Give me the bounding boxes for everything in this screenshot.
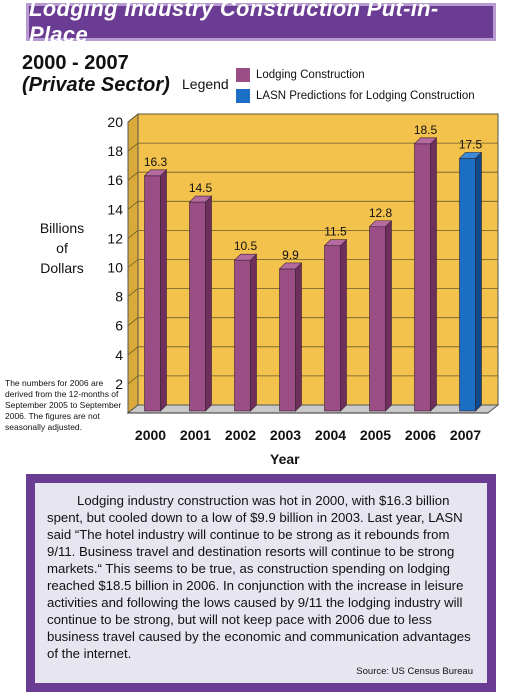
y-tick-label: 14 bbox=[107, 201, 123, 217]
x-tick-label: 2006 bbox=[405, 427, 436, 443]
y-tick-label: 2 bbox=[115, 376, 123, 392]
title-banner: Lodging Industry Construction Put-in-Pla… bbox=[26, 0, 496, 47]
commentary-paragraph: Lodging industry construction was hot in… bbox=[47, 493, 471, 661]
data-label: 9.9 bbox=[282, 248, 299, 262]
sector-label: (Private Sector) bbox=[22, 74, 170, 96]
legend-label-prediction: LASN Predictions for Lodging Constructio… bbox=[256, 90, 475, 102]
bar-top bbox=[458, 152, 483, 159]
x-tick-label: 2007 bbox=[450, 427, 481, 443]
gridline-side bbox=[127, 375, 139, 385]
x-tick-label: 2002 bbox=[225, 427, 256, 443]
y-tick-label: 18 bbox=[107, 143, 123, 159]
bar-side bbox=[205, 195, 212, 412]
y-tick-label: 10 bbox=[107, 260, 123, 276]
x-tick-label: 2001 bbox=[180, 427, 211, 443]
bar bbox=[459, 158, 476, 412]
bar-top bbox=[188, 195, 213, 203]
page-title: Lodging Industry Construction Put-in-Pla… bbox=[29, 0, 439, 47]
y-tick-label: 6 bbox=[115, 318, 123, 334]
y-tick-label: 20 bbox=[107, 114, 123, 130]
bar-side bbox=[295, 262, 302, 412]
data-label: 17.5 bbox=[459, 137, 483, 151]
gridline-side bbox=[127, 171, 139, 181]
bar-top bbox=[233, 253, 258, 261]
bar-top bbox=[368, 220, 393, 228]
data-label: 16.3 bbox=[144, 155, 168, 169]
x-tick-label: 2004 bbox=[315, 427, 346, 443]
legend-item-prediction: LASN Predictions for Lodging Constructio… bbox=[236, 89, 475, 103]
commentary-frame: Lodging industry construction was hot in… bbox=[26, 474, 496, 692]
x-tick-label: 2003 bbox=[270, 427, 301, 443]
bar bbox=[279, 268, 296, 412]
y-axis-label-line-3: Dollars bbox=[40, 260, 84, 276]
footnote: The numbers for 2006 are derived from th… bbox=[5, 378, 122, 432]
x-tick-label: 2000 bbox=[135, 427, 166, 443]
y-tick-label: 4 bbox=[115, 347, 123, 363]
y-axis-label-line-1: Billions bbox=[39, 220, 85, 236]
legend-swatch-prediction bbox=[236, 89, 250, 103]
data-label: 12.8 bbox=[369, 206, 393, 220]
bar bbox=[414, 143, 431, 412]
gridline-side bbox=[127, 230, 139, 239]
bar-side bbox=[385, 220, 392, 412]
bar-side bbox=[250, 253, 257, 412]
y-tick-label: 16 bbox=[107, 172, 123, 188]
bar-top bbox=[278, 262, 303, 270]
bar-side bbox=[340, 238, 347, 412]
gridline-side bbox=[127, 317, 139, 327]
bar bbox=[324, 245, 341, 412]
commentary-box: Lodging industry construction was hot in… bbox=[35, 483, 487, 683]
bar-top bbox=[143, 169, 168, 177]
y-tick-label: 12 bbox=[107, 230, 123, 246]
gridline-side bbox=[127, 142, 139, 152]
y-axis-label-line-2: of bbox=[56, 240, 68, 256]
gridline-side bbox=[127, 113, 139, 123]
x-tick-label: 2005 bbox=[360, 427, 391, 443]
bar-chart: 2 4 6 8 10 12 14 16 18 20 16.3 2000 14.5 2001 10.5 2002… bbox=[107, 112, 500, 443]
gridline-side bbox=[127, 259, 139, 268]
legend-swatch-lodging bbox=[236, 68, 250, 82]
bar-side bbox=[430, 137, 437, 412]
gridline-side bbox=[127, 200, 139, 210]
y-axis-label: Billions of Dollars bbox=[22, 218, 102, 278]
gridline-side bbox=[127, 346, 139, 356]
x-axis-label: Year bbox=[270, 451, 300, 467]
bar-top bbox=[413, 137, 438, 145]
bar-side bbox=[475, 151, 482, 412]
data-label: 10.5 bbox=[234, 239, 258, 253]
data-label: 18.5 bbox=[414, 123, 438, 137]
data-label: 14.5 bbox=[189, 181, 213, 195]
legend-item-lodging: Lodging Construction bbox=[236, 68, 365, 82]
bar bbox=[189, 201, 206, 412]
y-tick-label: 8 bbox=[115, 289, 123, 305]
bar bbox=[144, 175, 161, 412]
chart-floor bbox=[126, 404, 500, 414]
bar bbox=[234, 259, 251, 412]
data-label: 11.5 bbox=[324, 225, 347, 239]
bar bbox=[369, 226, 386, 412]
source-credit: Source: US Census Bureau bbox=[356, 666, 473, 677]
gridline-side bbox=[127, 288, 139, 297]
year-range: 2000 - 2007 bbox=[22, 52, 129, 74]
bar-top bbox=[323, 239, 348, 246]
legend-title: Legend bbox=[182, 76, 229, 92]
legend-label-lodging: Lodging Construction bbox=[256, 69, 365, 81]
bar-side bbox=[160, 169, 167, 412]
